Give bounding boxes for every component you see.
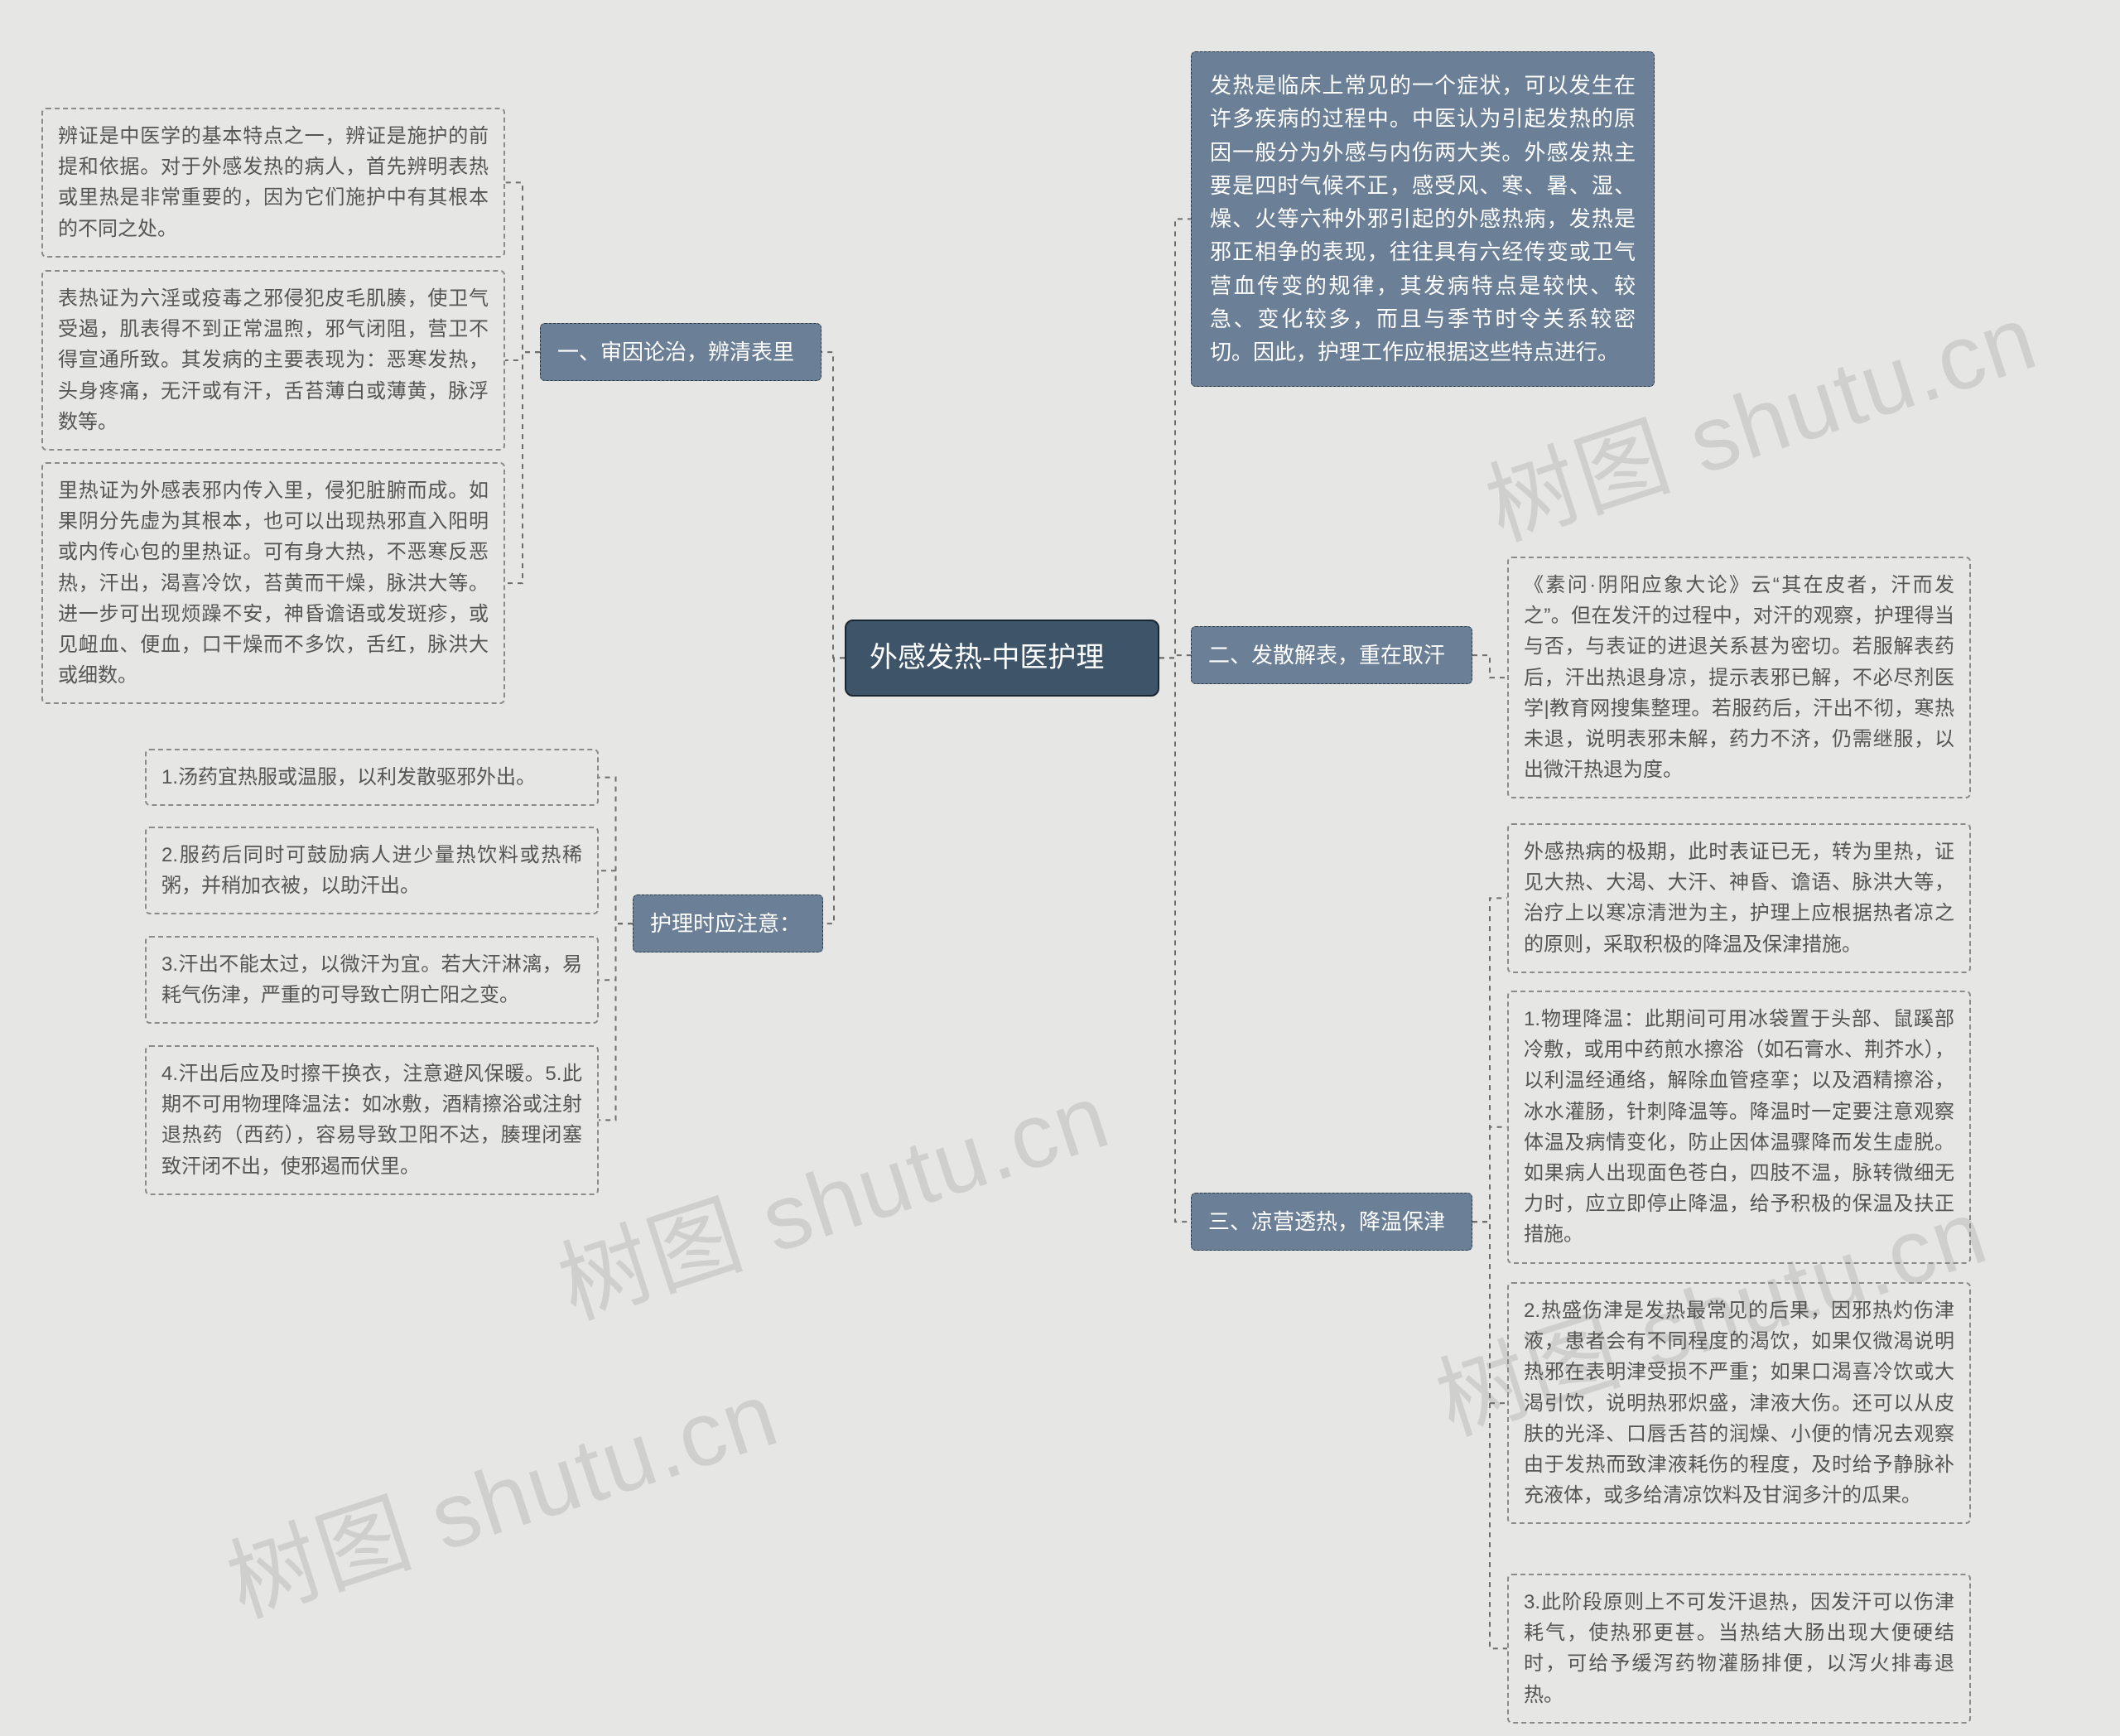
leaf-4d: 3.此阶段原则上不可发汗退热，因发汗可以伤津耗气，使热邪更甚。当热结大肠出现大便… — [1507, 1574, 1971, 1724]
leaf-4a: 外感热病的极期，此时表证已无，转为里热，证见大热、大渴、大汗、神昏、谵语、脉洪大… — [1507, 823, 1971, 973]
branch-nursing-notes: 护理时应注意： — [633, 895, 823, 952]
center-node: 外感发热-中医护理 — [845, 620, 1159, 697]
leaf-4c: 2.热盛伤津是发热最常见的后果，因邪热灼伤津液，患者会有不同程度的渴饮，如果仅微… — [1507, 1282, 1971, 1524]
branch-3: 三、凉营透热，降温保津 — [1191, 1193, 1472, 1251]
branch-1: 一、审因论治，辨清表里 — [540, 323, 822, 381]
leaf-1b: 表热证为六淫或疫毒之邪侵犯皮毛肌腠，使卫气受遏，肌表得不到正常温煦，邪气闭阻，营… — [41, 270, 505, 451]
leaf-2c: 3.汗出不能太过，以微汗为宜。若大汗淋漓，易耗气伤津，严重的可导致亡阴亡阳之变。 — [145, 936, 599, 1024]
leaf-2d: 4.汗出后应及时擦干换衣，注意避风保暖。5.此期不可用物理降温法：如冰敷，酒精擦… — [145, 1045, 599, 1195]
leaf-2a: 1.汤药宜热服或温服，以利发散驱邪外出。 — [145, 749, 599, 806]
leaf-1c: 里热证为外感表邪内传入里，侵犯脏腑而成。如果阴分先虚为其根本，也可以出现热邪直入… — [41, 462, 505, 704]
branch-2: 二、发散解表，重在取汗 — [1191, 626, 1472, 684]
watermark: 树图 shutu.cn — [209, 1340, 792, 1642]
leaf-4b: 1.物理降温：此期间可用冰袋置于头部、鼠蹊部冷敷，或用中药煎水擦浴（如石膏水、荆… — [1507, 991, 1971, 1264]
intro-node: 发热是临床上常见的一个症状，可以发生在许多疾病的过程中。中医认为引起发热的原因一… — [1191, 51, 1655, 387]
watermark: 树图 shutu.cn — [540, 1042, 1123, 1344]
leaf-3a: 《素问·阴阳应象大论》云“其在皮者，汗而发之”。但在发汗的过程中，对汗的观察，护… — [1507, 557, 1971, 798]
leaf-2b: 2.服药后同时可鼓励病人进少量热饮料或热稀粥，并稍加衣被，以助汗出。 — [145, 827, 599, 914]
leaf-1a: 辨证是中医学的基本特点之一，辨证是施护的前提和依据。对于外感发热的病人，首先辨明… — [41, 108, 505, 258]
